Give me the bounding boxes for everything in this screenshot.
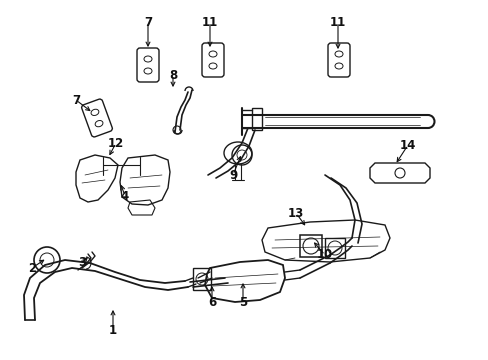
Bar	[251, 108, 262, 130]
Text: 12: 12	[108, 136, 124, 149]
Text: 3: 3	[78, 256, 86, 270]
Text: 8: 8	[168, 68, 177, 81]
Text: 7: 7	[143, 15, 152, 28]
Bar	[193, 268, 210, 290]
Text: 4: 4	[121, 189, 129, 202]
Text: 10: 10	[316, 248, 332, 261]
Text: 9: 9	[228, 168, 237, 181]
Text: 5: 5	[238, 296, 246, 309]
Text: 13: 13	[287, 207, 304, 220]
Bar	[299, 235, 321, 257]
Text: 6: 6	[207, 296, 216, 309]
Bar	[325, 238, 345, 258]
Text: 7: 7	[72, 94, 80, 107]
Text: 1: 1	[109, 324, 117, 337]
Text: 2: 2	[28, 261, 36, 274]
Text: 14: 14	[399, 139, 415, 152]
Text: 11: 11	[329, 15, 346, 28]
Text: 11: 11	[202, 15, 218, 28]
